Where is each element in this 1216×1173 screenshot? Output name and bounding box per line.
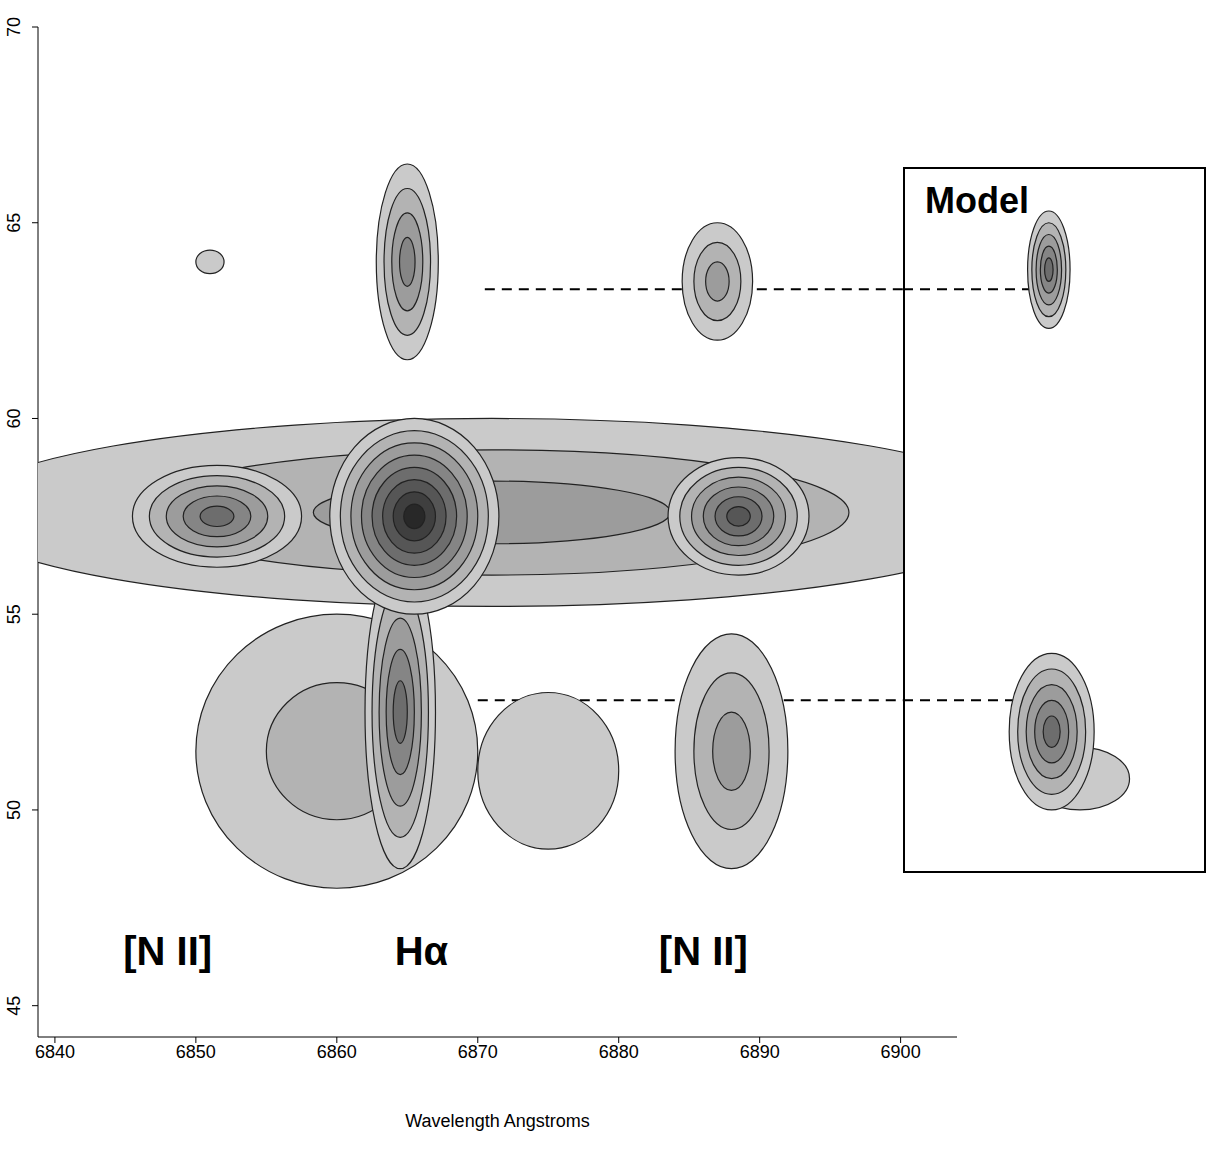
svg-text:6880: 6880 <box>599 1042 639 1062</box>
svg-text:6900: 6900 <box>881 1042 921 1062</box>
html-text:Model: Model <box>925 180 1029 221</box>
svg-text:6840: 6840 <box>35 1042 75 1062</box>
svg-text:55: 55 <box>4 604 24 624</box>
svg-text:70: 70 <box>4 17 24 37</box>
svg-text:65: 65 <box>4 213 24 233</box>
svg-text:Wavelength Angstroms: Wavelength Angstroms <box>405 1111 589 1131</box>
svg-text:Hα: Hα <box>395 929 449 973</box>
svg-text:[N II]: [N II] <box>659 929 748 973</box>
svg-text:6870: 6870 <box>458 1042 498 1062</box>
svg-text:[N II]: [N II] <box>123 929 212 973</box>
svg-text:50: 50 <box>4 800 24 820</box>
svg-text:6860: 6860 <box>317 1042 357 1062</box>
svg-text:6890: 6890 <box>740 1042 780 1062</box>
svg-text:45: 45 <box>4 996 24 1016</box>
svg-text:60: 60 <box>4 408 24 428</box>
svg-text:6850: 6850 <box>176 1042 216 1062</box>
